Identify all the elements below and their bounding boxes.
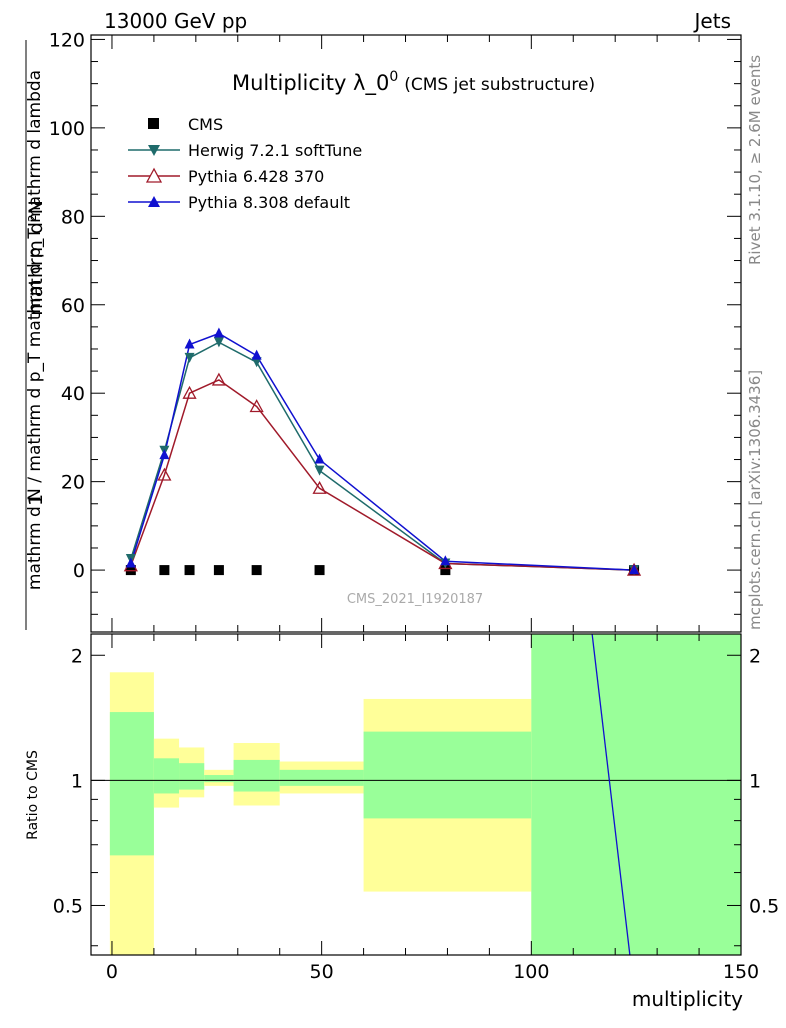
ratio-ytick-label-right: 1 bbox=[749, 770, 761, 792]
pythia8-data-point bbox=[125, 557, 136, 568]
legend-label-herwig: Herwig 7.2.1 softTune bbox=[188, 141, 362, 160]
main-series-layer bbox=[123, 327, 642, 576]
cms-data-point bbox=[440, 565, 451, 576]
ratio-ytick-label-right: 2 bbox=[749, 645, 761, 667]
ratio-bands-layer bbox=[109, 634, 741, 955]
rivet-version-text: Rivet 3.1.10, ≥ 2.6M events bbox=[746, 55, 764, 265]
legend-marker-herwig bbox=[148, 145, 160, 156]
ratio-ytick-label: 2 bbox=[71, 645, 83, 667]
main-panel-frame bbox=[90, 34, 742, 633]
ratio-ytick-label: 0.5 bbox=[53, 895, 83, 917]
main-ylabel: 1 mathrm d²N mathrm d N / mathrm d p_T m… bbox=[25, 40, 47, 630]
main-ylabel-numerator: 1 bbox=[25, 494, 47, 506]
ratio-band-green bbox=[233, 759, 280, 792]
ratio-xtick-label: 150 bbox=[723, 961, 759, 983]
ratio-band-green bbox=[179, 763, 205, 790]
ratio-axis-ticks: 0.5 0.5 1 1 2 2 0 50 100 150 bbox=[53, 634, 779, 983]
main-ylabel-bottom: mathrm d N / mathrm d p_T mathrm d p_T m… bbox=[25, 70, 45, 590]
main-ytick-label: 0 bbox=[73, 560, 85, 582]
ratio-pythia8-line bbox=[591, 633, 631, 956]
ratio-xtick-label: 50 bbox=[310, 961, 334, 983]
pythia6-data-point bbox=[249, 399, 264, 413]
pythia8-data-point bbox=[251, 349, 262, 360]
ratio-band-green bbox=[109, 712, 154, 856]
pythia6-data-point bbox=[211, 372, 226, 386]
main-ytick-label: 100 bbox=[49, 118, 85, 140]
ratio-panel-frame bbox=[90, 633, 742, 956]
chart-title: Multiplicity λ_00 (CMS jet substructure) bbox=[232, 69, 595, 96]
pythia8-data-point bbox=[314, 453, 325, 464]
cms-data-point bbox=[159, 565, 170, 576]
herwig-data-point bbox=[213, 337, 224, 348]
series-line-3 bbox=[130, 332, 635, 571]
pythia8-data-point bbox=[213, 327, 224, 338]
ratio-ytick-label: 1 bbox=[71, 770, 83, 792]
ratio-band-green bbox=[153, 758, 180, 794]
pythia6-data-point bbox=[182, 385, 197, 399]
herwig-data-point bbox=[184, 352, 195, 363]
cms-data-point bbox=[314, 565, 325, 576]
main-axis-ticks: 0 20 40 60 80 100 120 bbox=[49, 29, 742, 632]
ratio-ytick-label-right: 0.5 bbox=[749, 895, 779, 917]
analysis-watermark: CMS_2021_I1920187 bbox=[347, 592, 483, 607]
ratio-ylabel: Ratio to CMS bbox=[25, 750, 41, 840]
header-right: Jets bbox=[693, 9, 731, 33]
cms-data-point bbox=[213, 565, 224, 576]
chart-title-main: Multiplicity λ_0 bbox=[232, 71, 389, 96]
cms-data-point bbox=[251, 565, 262, 576]
herwig-data-point bbox=[314, 465, 325, 476]
pythia6-data-point bbox=[312, 480, 327, 494]
main-ytick-label: 40 bbox=[61, 383, 85, 405]
pythia8-data-point bbox=[184, 338, 195, 349]
legend-label-pythia8: Pythia 8.308 default bbox=[188, 193, 350, 212]
legend-marker-pythia6 bbox=[145, 167, 163, 183]
pythia6-data-point bbox=[626, 562, 642, 576]
ratio-band-green bbox=[363, 731, 532, 819]
cms-data-point bbox=[184, 565, 195, 576]
legend-marker-cms bbox=[148, 118, 159, 129]
ratio-band-green bbox=[279, 769, 364, 786]
chart-title-sub: (CMS jet substructure) bbox=[404, 75, 595, 95]
series-line-1 bbox=[130, 341, 635, 571]
ratio-xtick-label: 100 bbox=[513, 961, 549, 983]
legend-label-cms: CMS bbox=[188, 115, 223, 134]
header-left: 13000 GeV pp bbox=[104, 9, 247, 33]
main-ytick-label: 20 bbox=[61, 472, 85, 494]
legend-marker-pythia8 bbox=[148, 196, 160, 207]
main-ytick-label: 60 bbox=[61, 295, 85, 317]
pythia8-data-point bbox=[629, 564, 640, 575]
main-ytick-label: 80 bbox=[61, 206, 85, 228]
series-line-2 bbox=[130, 379, 635, 571]
legend: CMS Herwig 7.2.1 softTune Pythia 6.428 3… bbox=[128, 115, 362, 212]
ratio-band-green bbox=[531, 634, 741, 955]
ratio-band-green bbox=[204, 775, 234, 783]
pythia6-data-point bbox=[157, 467, 172, 481]
chart-title-sup: 0 bbox=[389, 69, 398, 85]
x-axis-label: multiplicity bbox=[632, 987, 743, 1011]
pythia8-data-point bbox=[440, 555, 451, 566]
legend-label-pythia6: Pythia 6.428 370 bbox=[188, 167, 324, 186]
main-ylabel-top: mathrm d²N bbox=[25, 200, 47, 316]
herwig-data-point bbox=[251, 357, 262, 368]
mcplots-reference-text: mcplots.cern.ch [arXiv:1306.3436] bbox=[746, 370, 764, 630]
main-ytick-label: 120 bbox=[49, 29, 85, 51]
pythia8-data-point bbox=[159, 449, 170, 460]
ratio-xtick-label: 0 bbox=[106, 961, 118, 983]
